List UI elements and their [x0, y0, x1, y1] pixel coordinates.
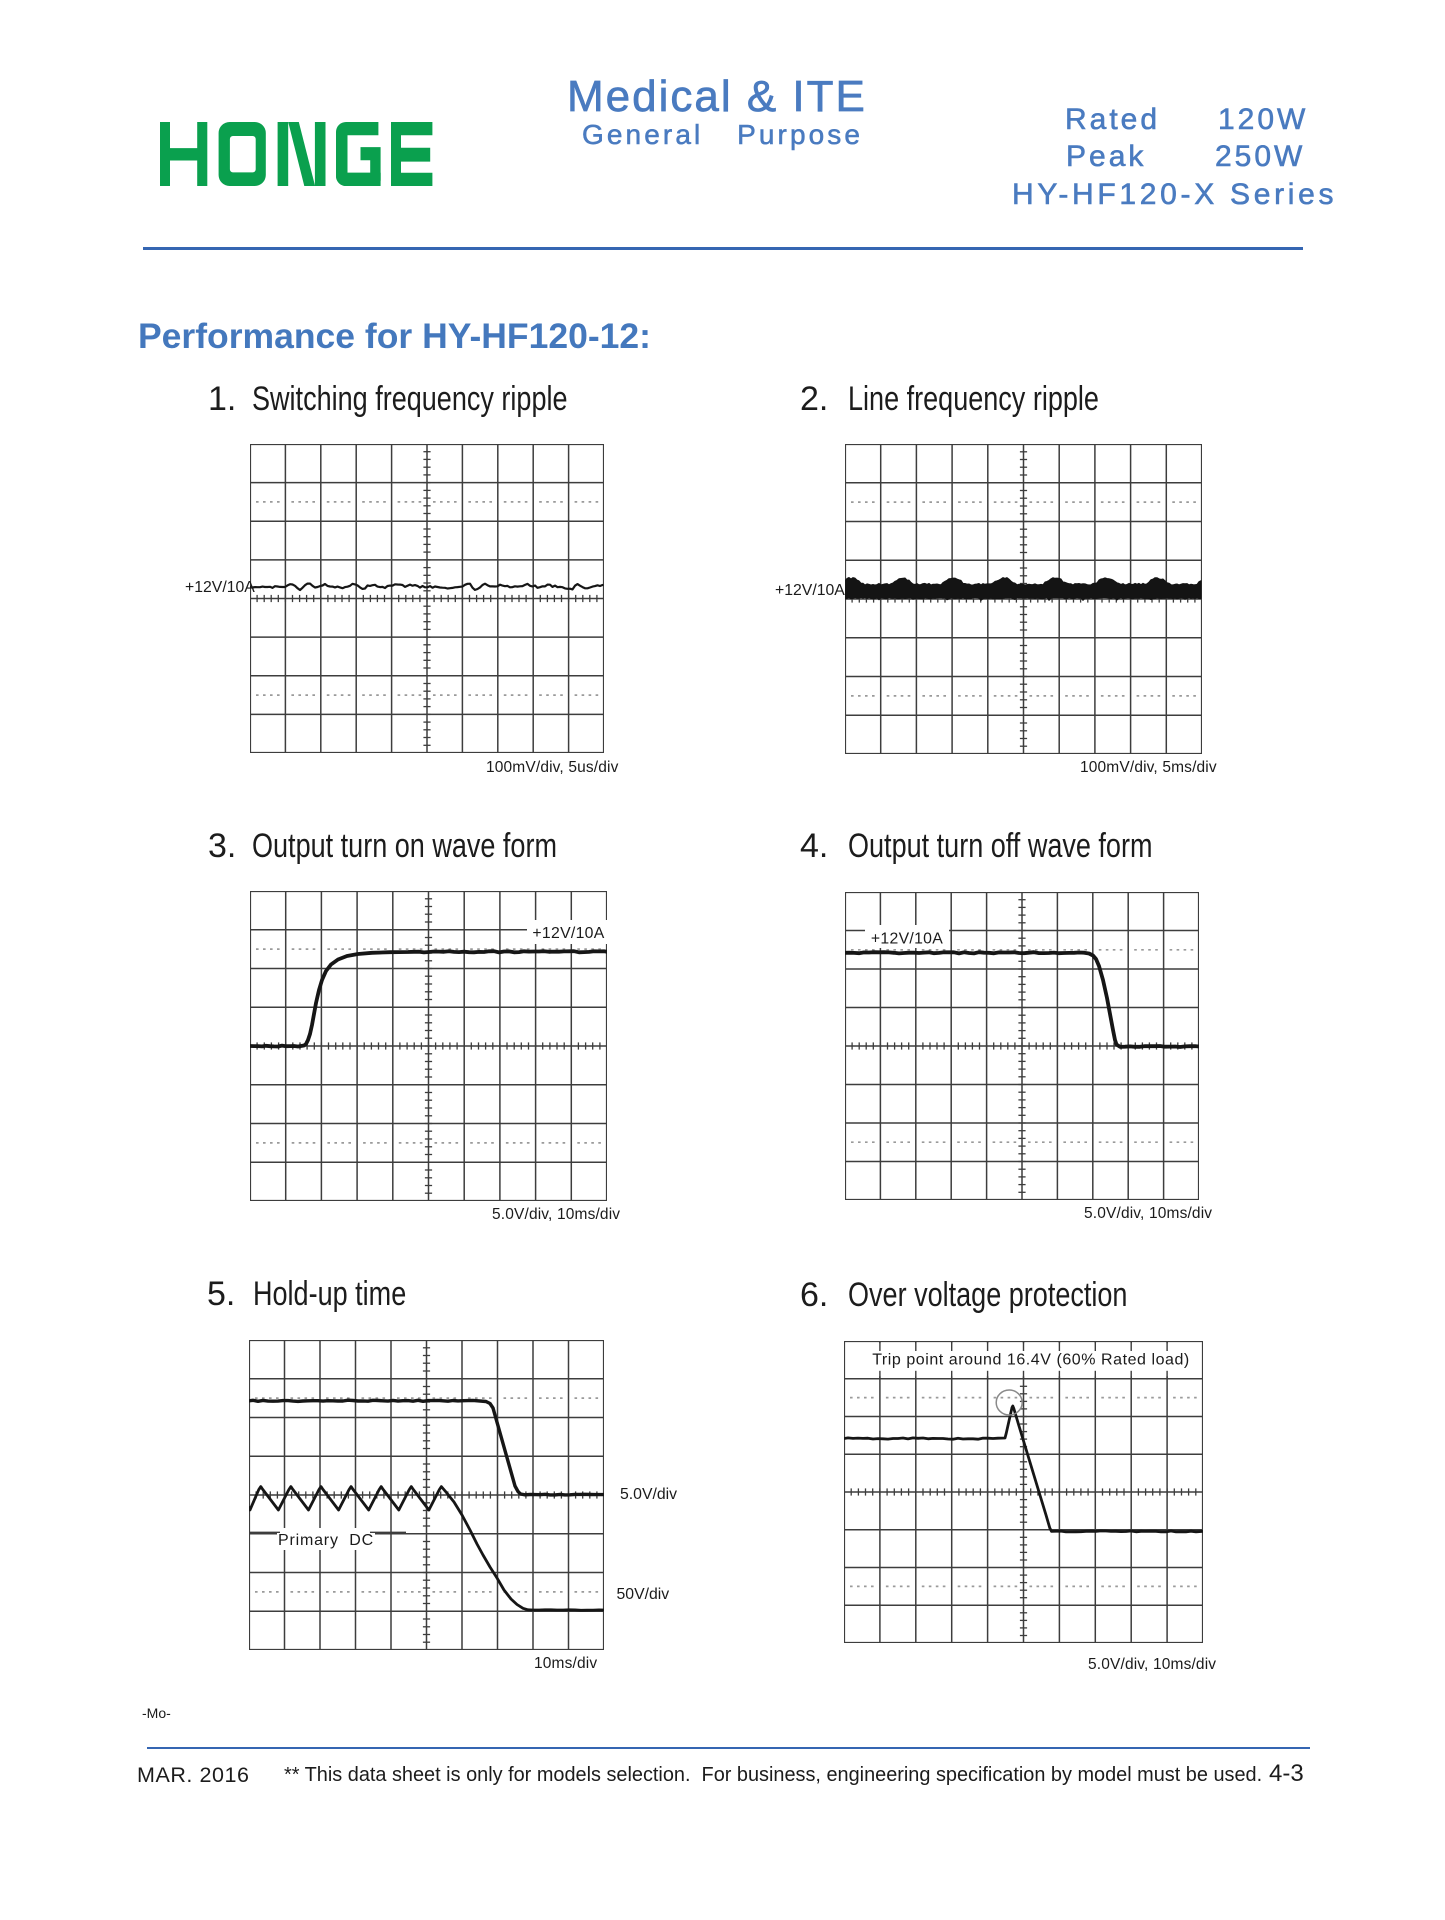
- svg-text:Trip point around 16.4V (60%: Trip point around 16.4V (60% Rated load): [872, 1352, 1190, 1369]
- svg-text:Primary DC: Primary DC: [278, 1532, 374, 1549]
- svg-text:+12V/10A: +12V/10A: [871, 931, 943, 948]
- svg-text:+12V/10A: +12V/10A: [532, 925, 604, 942]
